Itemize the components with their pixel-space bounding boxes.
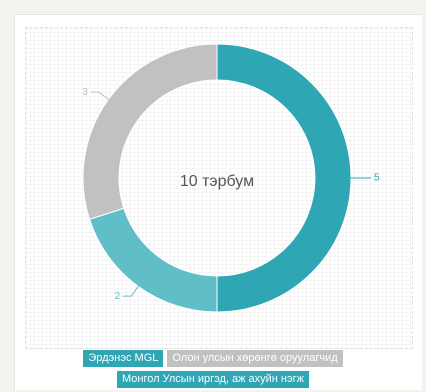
legend: Эрдэнэс MGL Олон улсын хөрөнгө оруулагчи… <box>0 350 426 392</box>
slice-value-label-0: 5 <box>374 173 380 184</box>
legend-item-mongolian-citizens[interactable]: Монгол Улсын иргэд, аж ахуйн нэгж <box>117 371 309 388</box>
donut-slice-1[interactable] <box>88 207 218 313</box>
slice-value-label-1: 2 <box>115 291 121 302</box>
center-label: 10 тэрбум <box>180 173 254 190</box>
legend-row-2: Монгол Улсын иргэд, аж ахуйн нэгж <box>0 371 426 388</box>
donut-slice-2[interactable] <box>82 43 218 221</box>
donut-slice-0[interactable] <box>216 43 352 313</box>
donut-chart: 5 2 3 10 тэрбум <box>82 43 380 313</box>
legend-row-1: Эрдэнэс MGL Олон улсын хөрөнгө оруулагчи… <box>0 350 426 367</box>
legend-item-international-investors[interactable]: Олон улсын хөрөнгө оруулагчид <box>167 350 343 367</box>
slice-value-label-2: 3 <box>82 87 88 98</box>
slice-leader-line-1 <box>123 284 140 297</box>
slice-leader-line-2 <box>90 91 111 101</box>
legend-item-erdenes[interactable]: Эрдэнэс MGL <box>83 350 164 367</box>
